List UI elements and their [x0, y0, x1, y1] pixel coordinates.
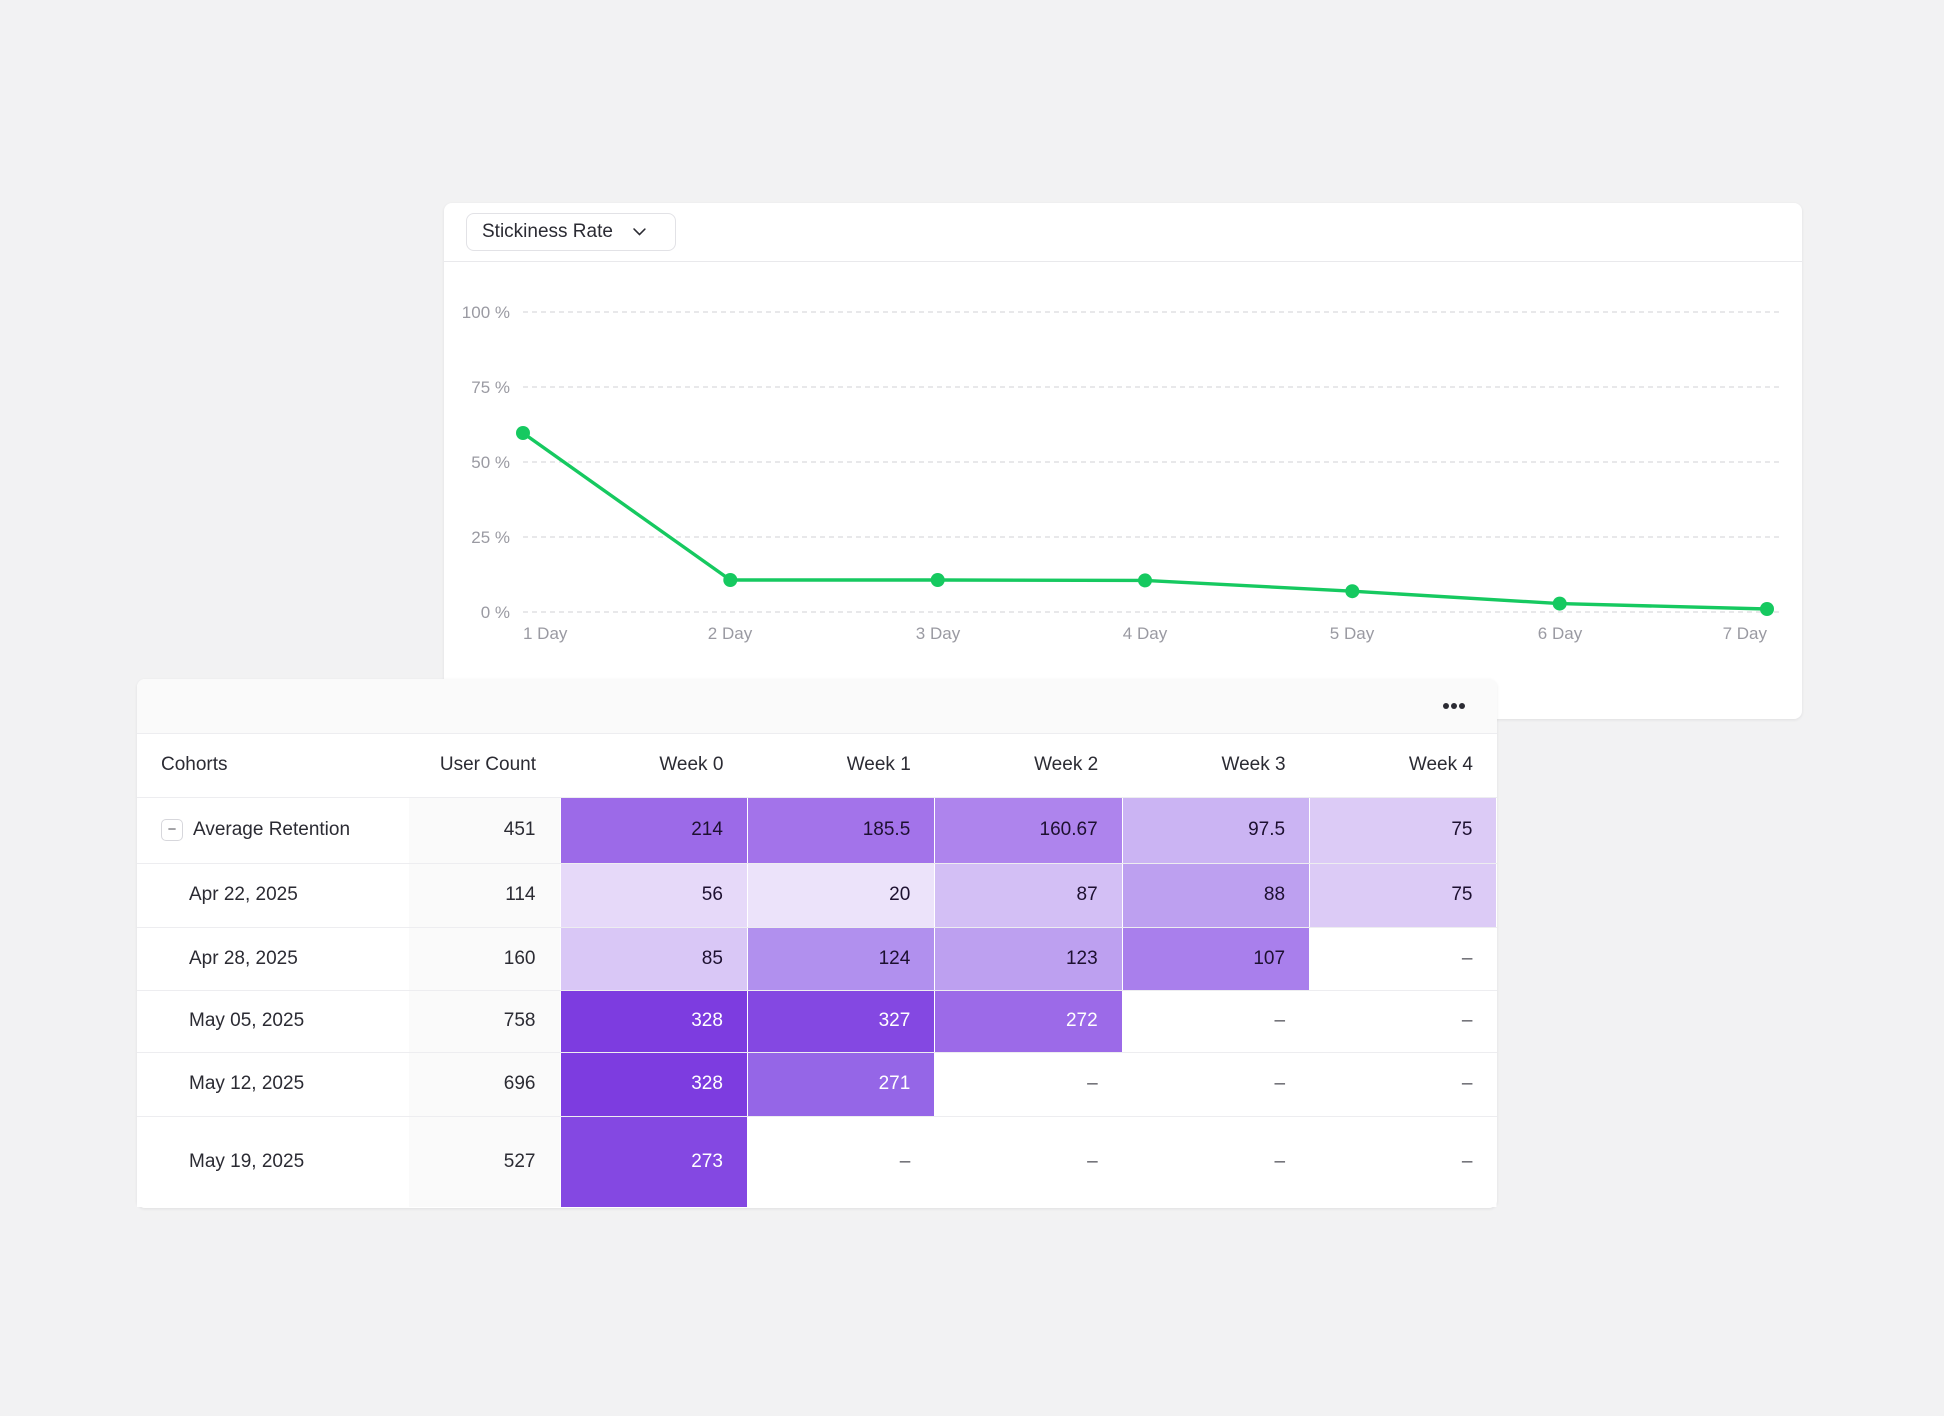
svg-text:1 Day: 1 Day	[523, 624, 568, 643]
svg-text:25 %: 25 %	[471, 528, 510, 547]
svg-text:7 Day: 7 Day	[1723, 624, 1768, 643]
svg-text:5 Day: 5 Day	[1330, 624, 1375, 643]
svg-text:2 Day: 2 Day	[708, 624, 753, 643]
svg-text:75 %: 75 %	[471, 378, 510, 397]
svg-text:0 %: 0 %	[481, 603, 510, 622]
svg-text:50 %: 50 %	[471, 453, 510, 472]
svg-text:100 %: 100 %	[462, 303, 510, 322]
svg-text:3 Day: 3 Day	[916, 624, 961, 643]
svg-text:4 Day: 4 Day	[1123, 624, 1168, 643]
svg-text:6 Day: 6 Day	[1538, 624, 1583, 643]
